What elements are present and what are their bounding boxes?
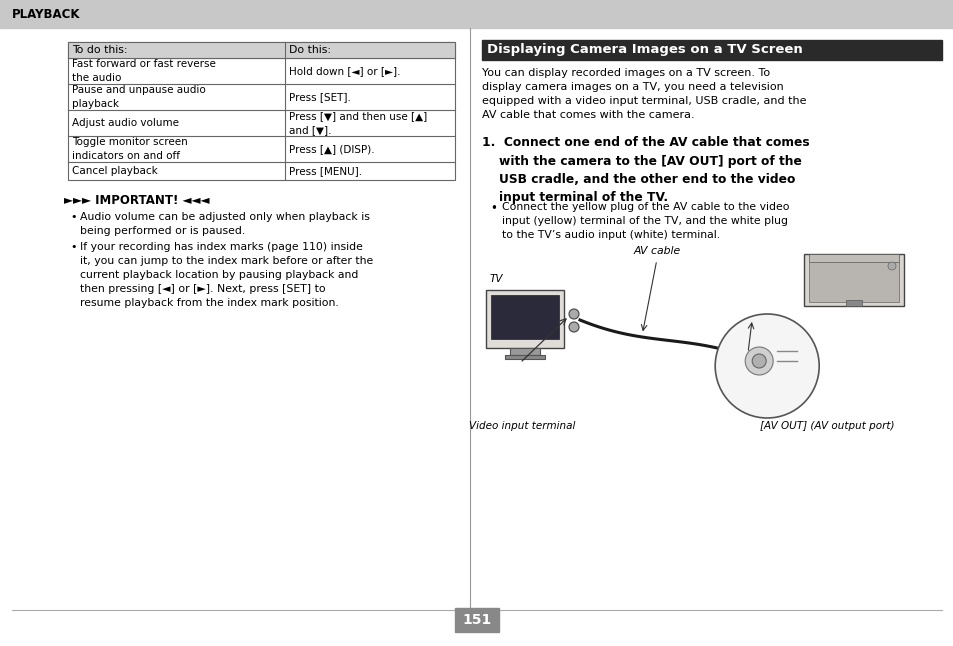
Text: Audio volume can be adjusted only when playback is
being performed or is paused.: Audio volume can be adjusted only when p… xyxy=(80,212,370,236)
Text: Fast forward or fast reverse
the audio: Fast forward or fast reverse the audio xyxy=(71,59,215,83)
Circle shape xyxy=(751,354,765,368)
Bar xyxy=(491,295,558,339)
Circle shape xyxy=(887,262,895,270)
Text: 1.  Connect one end of the AV cable that comes
    with the camera to the [AV OU: 1. Connect one end of the AV cable that … xyxy=(481,136,809,205)
Bar xyxy=(808,262,898,302)
Text: Displaying Camera Images on a TV Screen: Displaying Camera Images on a TV Screen xyxy=(486,43,801,56)
Text: •: • xyxy=(490,202,497,215)
Circle shape xyxy=(568,322,578,332)
Text: Press [▲] (DISP).: Press [▲] (DISP). xyxy=(289,144,374,154)
Text: [AV OUT] (AV output port): [AV OUT] (AV output port) xyxy=(759,421,893,431)
Text: 151: 151 xyxy=(462,613,491,627)
Text: Press [SET].: Press [SET]. xyxy=(289,92,351,102)
Bar xyxy=(808,254,898,262)
Text: Cancel playback: Cancel playback xyxy=(71,166,157,176)
Bar xyxy=(803,254,903,306)
Text: PLAYBACK: PLAYBACK xyxy=(12,8,80,21)
Text: ►►► IMPORTANT! ◄◄◄: ►►► IMPORTANT! ◄◄◄ xyxy=(64,194,210,207)
Circle shape xyxy=(568,309,578,319)
Text: Video input terminal: Video input terminal xyxy=(468,421,575,431)
Text: •: • xyxy=(70,242,76,252)
Circle shape xyxy=(744,347,772,375)
Bar xyxy=(510,348,539,355)
Text: Toggle monitor screen
indicators on and off: Toggle monitor screen indicators on and … xyxy=(71,138,188,161)
Text: Press [▼] and then use [▲]
and [▼].: Press [▼] and then use [▲] and [▼]. xyxy=(289,111,427,134)
Text: AV cable: AV cable xyxy=(633,246,679,256)
Text: TV: TV xyxy=(490,274,503,284)
Text: Press [MENU].: Press [MENU]. xyxy=(289,166,361,176)
Text: You can display recorded images on a TV screen. To
display camera images on a TV: You can display recorded images on a TV … xyxy=(481,68,805,120)
Circle shape xyxy=(715,314,819,418)
Bar xyxy=(455,608,498,632)
Text: Adjust audio volume: Adjust audio volume xyxy=(71,118,179,128)
Text: Do this:: Do this: xyxy=(289,45,331,55)
Text: Connect the yellow plug of the AV cable to the video
input (yellow) terminal of : Connect the yellow plug of the AV cable … xyxy=(501,202,789,240)
Text: If your recording has index marks (page 110) inside
it, you can jump to the inde: If your recording has index marks (page … xyxy=(80,242,373,308)
Bar xyxy=(481,40,941,60)
Bar xyxy=(485,290,563,348)
Text: Pause and unpause audio
playback: Pause and unpause audio playback xyxy=(71,85,206,109)
Bar xyxy=(504,355,544,359)
Text: •: • xyxy=(70,212,76,222)
Bar xyxy=(845,300,862,306)
Bar xyxy=(68,42,455,58)
Text: Hold down [◄] or [►].: Hold down [◄] or [►]. xyxy=(289,66,400,76)
Text: To do this:: To do this: xyxy=(71,45,128,55)
Bar xyxy=(68,42,455,180)
Bar xyxy=(0,0,953,28)
